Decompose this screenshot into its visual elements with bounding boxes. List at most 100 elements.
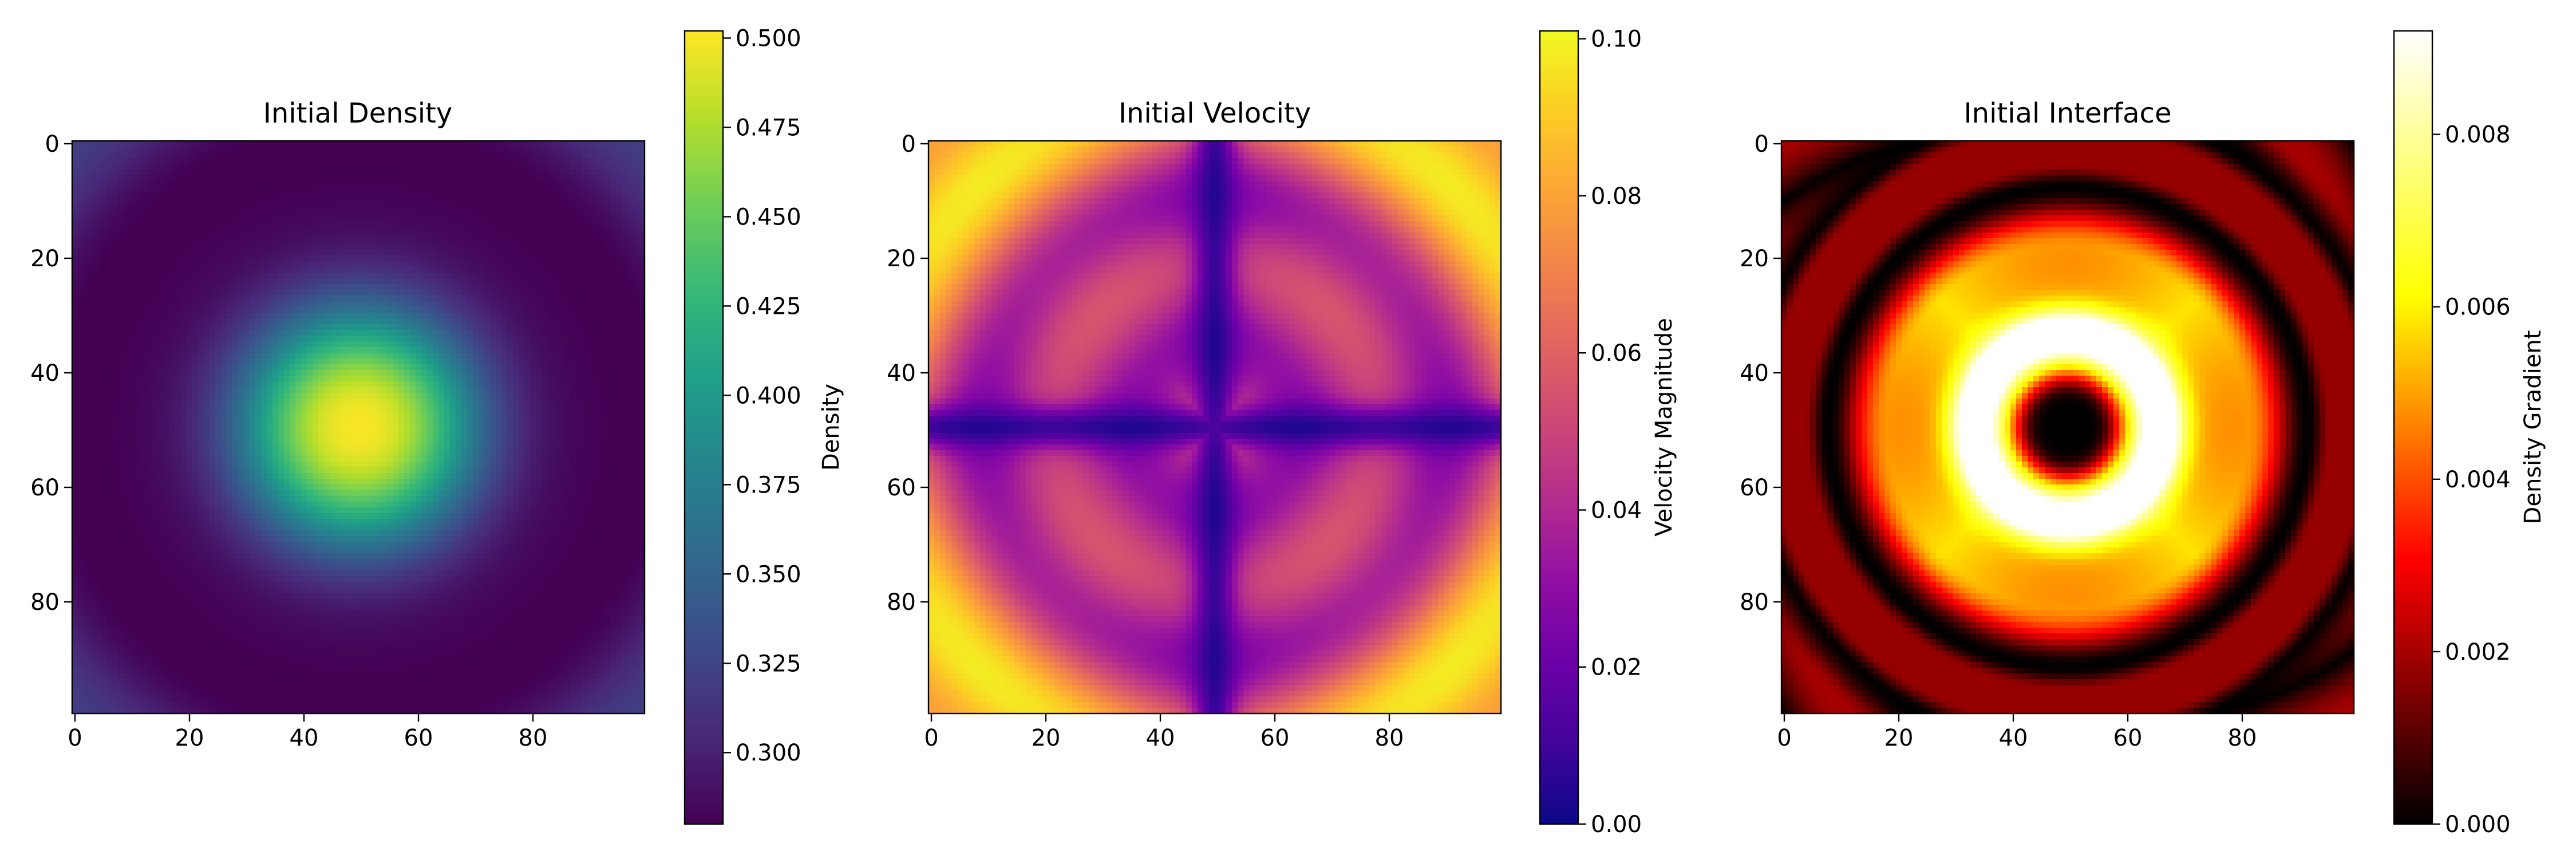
heat-cell xyxy=(599,175,605,182)
heat-cell xyxy=(444,404,451,411)
heat-cell xyxy=(427,215,433,222)
heat-cell xyxy=(444,290,451,296)
heat-cell xyxy=(118,204,124,210)
heat-cell xyxy=(164,347,170,353)
heat-cell xyxy=(290,336,296,342)
heat-cell xyxy=(593,158,599,164)
heat-cell xyxy=(152,170,159,176)
heat-cell xyxy=(187,261,193,267)
heat-cell xyxy=(547,295,554,302)
heat-cell xyxy=(513,215,519,222)
heat-cell xyxy=(559,273,565,279)
heat-cell xyxy=(135,364,141,371)
heat-cell xyxy=(473,376,479,382)
heat-cell xyxy=(473,164,479,170)
heat-cell xyxy=(622,336,628,342)
heat-cell xyxy=(187,307,193,313)
heat-cell xyxy=(255,416,262,422)
heat-cell xyxy=(542,198,548,204)
heat-cell xyxy=(335,255,342,262)
heat-cell xyxy=(524,187,531,193)
heat-cell xyxy=(393,381,399,388)
heat-cell xyxy=(278,295,285,302)
heat-cell xyxy=(215,381,222,388)
heat-cell xyxy=(255,313,262,319)
heat-cell xyxy=(124,170,130,176)
heat-cell xyxy=(232,158,239,164)
heat-cell xyxy=(587,273,594,279)
heat-cell xyxy=(215,399,222,405)
heat-cell xyxy=(519,404,525,411)
heat-cell xyxy=(301,204,307,210)
heat-cell xyxy=(89,324,96,330)
heat-cell xyxy=(72,295,78,302)
heat-cell xyxy=(84,210,90,216)
heat-cell xyxy=(376,313,382,319)
heat-cell xyxy=(501,175,508,182)
heat-cell xyxy=(147,273,153,279)
heat-cell xyxy=(576,358,582,365)
heat-cell xyxy=(187,175,193,182)
heat-cell xyxy=(605,250,611,256)
heat-cell xyxy=(433,170,439,176)
heat-cell xyxy=(381,347,388,353)
heat-cell xyxy=(433,370,439,376)
heat-cell xyxy=(547,393,554,399)
heat-cell xyxy=(398,387,405,393)
heat-cell xyxy=(616,181,622,187)
heat-cell xyxy=(84,227,90,233)
heat-cell xyxy=(335,376,342,382)
heat-cell xyxy=(181,273,187,279)
heat-cell xyxy=(582,261,588,267)
heat-cell xyxy=(210,278,216,285)
heat-cell xyxy=(479,181,485,187)
heat-cell xyxy=(605,353,611,359)
heat-cell xyxy=(564,210,571,216)
heat-cell xyxy=(307,141,313,147)
heat-cell xyxy=(416,376,422,382)
heat-cell xyxy=(169,370,176,376)
heat-cell xyxy=(124,381,130,388)
heat-cell xyxy=(295,376,302,382)
heat-cell xyxy=(227,227,233,233)
heat-cell xyxy=(530,376,536,382)
heat-cell xyxy=(124,255,130,262)
heat-cell xyxy=(536,330,542,336)
heat-cell xyxy=(135,370,141,376)
heat-cell xyxy=(210,381,216,388)
heat-cell xyxy=(450,181,456,187)
heat-cell xyxy=(341,421,347,428)
heat-cell xyxy=(84,404,90,411)
heat-cell xyxy=(158,250,164,256)
heat-cell xyxy=(473,324,479,330)
heat-cell xyxy=(141,227,147,233)
heat-cell xyxy=(106,330,113,336)
heat-cell xyxy=(152,307,159,313)
heat-cell xyxy=(381,210,388,216)
heat-cell xyxy=(129,290,136,296)
heat-cell xyxy=(513,170,519,176)
heat-cell xyxy=(272,347,279,353)
heat-cell xyxy=(244,255,250,262)
heat-cell xyxy=(295,353,302,359)
heat-cell xyxy=(232,336,239,342)
heat-cell xyxy=(141,273,147,279)
heat-cell xyxy=(570,147,576,153)
heat-cell xyxy=(484,221,491,227)
heat-cell xyxy=(147,301,153,308)
heat-cell xyxy=(261,336,267,342)
heat-cell xyxy=(290,353,296,359)
heat-cell xyxy=(250,353,256,359)
heat-cell xyxy=(106,370,113,376)
heat-cell xyxy=(238,364,244,371)
heat-cell xyxy=(398,192,405,199)
heat-cell xyxy=(301,341,307,348)
heat-cell xyxy=(547,410,554,416)
heat-cell xyxy=(438,250,445,256)
heat-cell xyxy=(484,295,491,302)
heat-cell xyxy=(124,387,130,393)
heat-cell xyxy=(370,273,376,279)
heat-cell xyxy=(106,204,113,210)
heat-cell xyxy=(404,364,410,371)
heat-cell xyxy=(353,221,359,227)
